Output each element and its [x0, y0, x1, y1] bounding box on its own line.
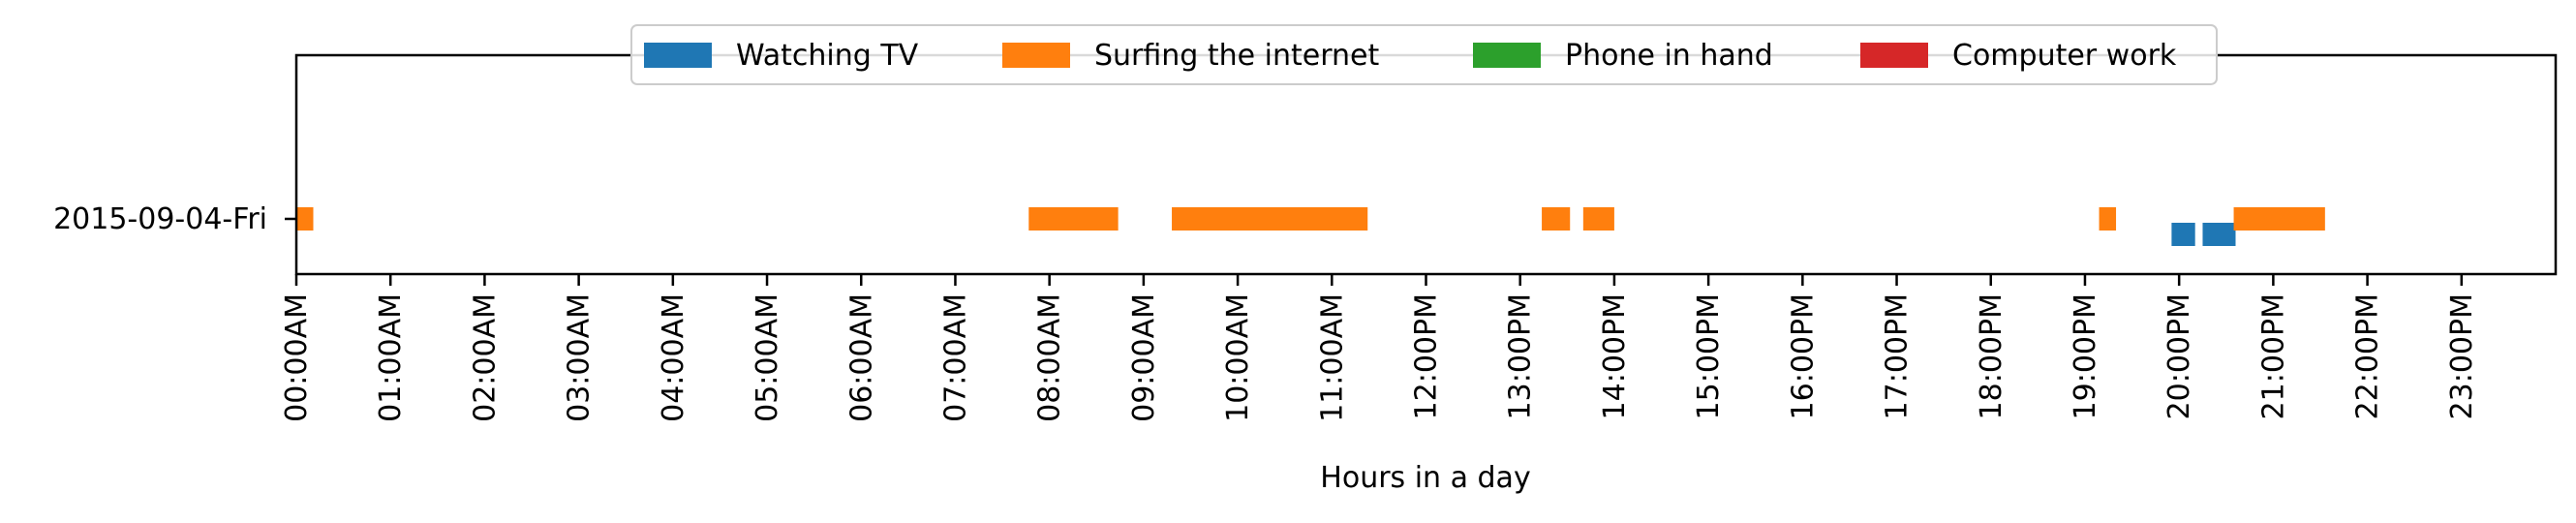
legend-label: Surfing the internet — [1094, 39, 1379, 73]
x-axis-label: Hours in a day — [1320, 461, 1530, 495]
x-tick-label: 08:00AM — [1033, 293, 1067, 422]
legend-label: Computer work — [1952, 39, 2177, 73]
legend: Watching TV Surfing the internet Phone in … — [630, 24, 2218, 85]
x-tick-label: 17:00PM — [1881, 293, 1915, 419]
x-tick-label: 03:00AM — [563, 293, 597, 422]
x-tick-label: 10:00AM — [1221, 293, 1255, 422]
x-tick-label: 23:00PM — [2445, 293, 2479, 419]
x-tick-label: 07:00AM — [938, 293, 972, 422]
x-tick-label: 15:00PM — [1692, 293, 1726, 419]
x-tick-label: 12:00PM — [1410, 293, 1444, 419]
y-axis: 2015-09-04-Fri — [53, 202, 296, 236]
legend-swatch — [1002, 43, 1070, 68]
x-tick-label: 18:00PM — [1975, 293, 2009, 419]
bar-surfing-the-internet — [2233, 207, 2325, 231]
x-tick-label: 05:00AM — [751, 293, 784, 422]
legend-label: Watching TV — [736, 39, 919, 73]
activity-bars — [296, 207, 2325, 246]
bar-surfing-the-internet — [1172, 207, 1368, 231]
x-tick-label: 13:00PM — [1504, 293, 1538, 419]
x-tick-label: 04:00AM — [657, 293, 690, 422]
bar-surfing-the-internet — [296, 207, 314, 231]
legend-swatch — [1473, 43, 1541, 68]
y-tick-label: 2015-09-04-Fri — [53, 202, 267, 236]
x-tick-label: 14:00PM — [1598, 293, 1632, 419]
bar-watching-tv — [2171, 223, 2195, 246]
x-axis: 00:00AM 01:00AM 02:00AM 03:00AM 04:00AM 05:00… — [280, 274, 2479, 422]
x-tick-label: 06:00AM — [844, 293, 878, 422]
x-tick-label: 22:00PM — [2351, 293, 2385, 419]
x-tick-label: 00:00AM — [280, 293, 314, 422]
x-tick-label: 21:00PM — [2256, 293, 2290, 419]
bar-surfing-the-internet — [1582, 207, 1614, 231]
legend-label: Phone in hand — [1565, 39, 1773, 73]
legend-swatch — [1860, 43, 1928, 68]
x-tick-label: 11:00AM — [1315, 293, 1349, 422]
legend-box — [630, 24, 2218, 85]
bar-surfing-the-internet — [2099, 207, 2117, 231]
x-tick-label: 09:00AM — [1127, 293, 1161, 422]
x-tick-label: 02:00AM — [468, 293, 502, 422]
x-tick-label: 19:00PM — [2069, 293, 2102, 419]
x-tick-label: 01:00AM — [374, 293, 408, 422]
x-tick-label: 16:00PM — [1786, 293, 1820, 419]
bar-watching-tv — [2202, 223, 2236, 246]
x-tick-label: 20:00PM — [2162, 293, 2196, 419]
bar-surfing-the-internet — [1542, 207, 1571, 231]
bar-surfing-the-internet — [1028, 207, 1119, 231]
legend-swatch — [644, 43, 712, 68]
